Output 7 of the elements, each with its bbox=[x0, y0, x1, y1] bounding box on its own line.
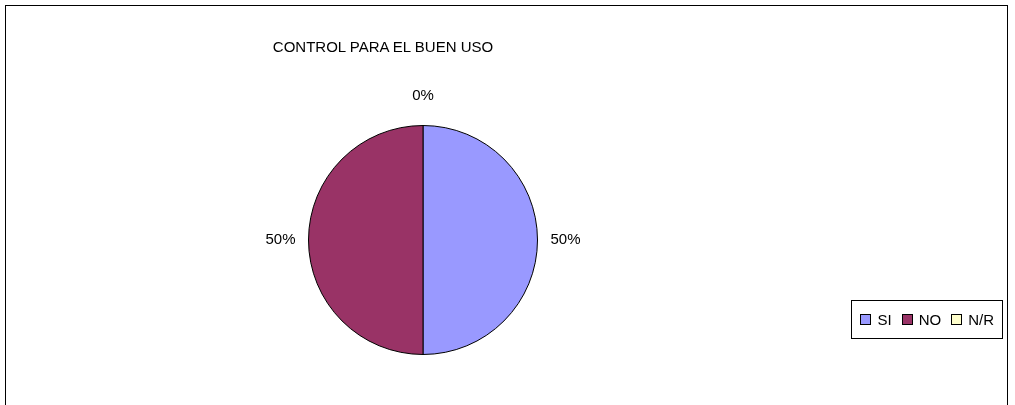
legend-label: NO bbox=[917, 311, 942, 328]
data-label: 50% bbox=[550, 230, 581, 248]
legend-label: N/R bbox=[967, 311, 994, 328]
chart-title: CONTROL PARA EL BUEN USO bbox=[271, 38, 495, 55]
legend-label: SI bbox=[876, 311, 892, 328]
data-label: 50% bbox=[265, 230, 296, 248]
text: 0% bbox=[412, 85, 434, 103]
